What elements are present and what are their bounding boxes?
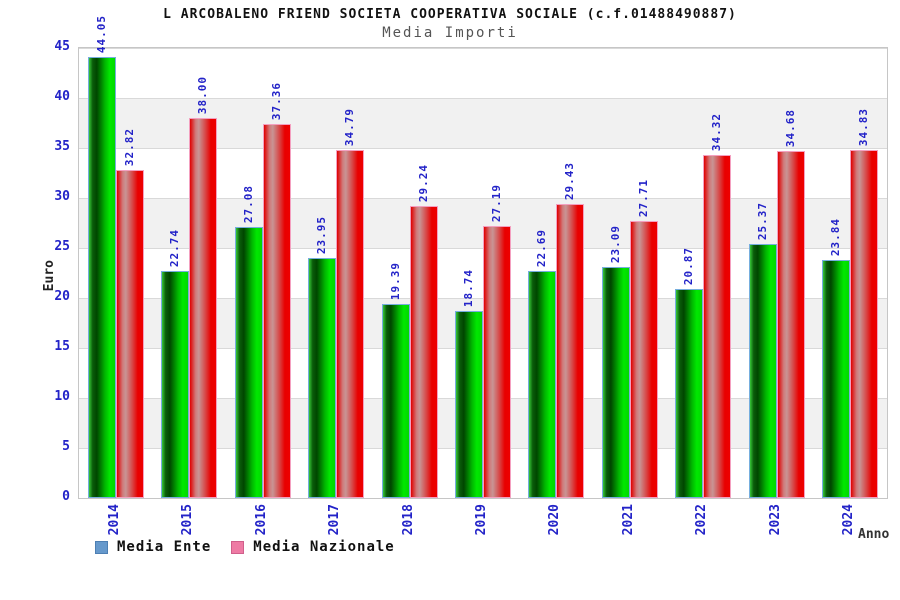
bar-media-nazionale-2024 xyxy=(850,150,879,498)
bar-media-nazionale-2015 xyxy=(189,118,218,498)
bar-media-nazionale-2021 xyxy=(629,221,658,498)
bar-value-label-media-nazionale-2014: 32.82 xyxy=(122,127,136,166)
bar-value-label-media-ente-2024: 23.84 xyxy=(829,217,843,256)
bar-value-label-media-nazionale-2017: 34.79 xyxy=(343,107,357,146)
bar-value-label-media-nazionale-2018: 29.24 xyxy=(416,163,430,202)
bar-value-label-media-ente-2016: 27.08 xyxy=(241,184,255,223)
legend-label-media-ente: Media Ente xyxy=(117,539,212,555)
y-tick-label-15: 15 xyxy=(54,339,70,354)
bar-media-nazionale-2022 xyxy=(703,155,732,498)
y-tick-label-45: 45 xyxy=(54,39,70,54)
bar-value-label-media-nazionale-2024: 34.83 xyxy=(857,107,871,146)
bar-value-label-media-ente-2022: 20.87 xyxy=(682,246,696,285)
bar-media-ente-2023 xyxy=(748,244,777,498)
bar-value-label-media-nazionale-2016: 37.36 xyxy=(269,81,283,120)
bar-value-label-media-ente-2017: 23.95 xyxy=(315,215,329,254)
legend-item-media-nazionale: Media Nazionale xyxy=(231,539,394,555)
bar-media-nazionale-2017 xyxy=(336,150,365,498)
legend-label-media-nazionale: Media Nazionale xyxy=(253,539,395,555)
x-tick-label-2021: 2021 xyxy=(620,504,636,536)
bar-value-label-media-nazionale-2023: 34.68 xyxy=(783,108,797,147)
x-axis-title: Anno xyxy=(858,527,890,542)
y-tick-label-40: 40 xyxy=(54,89,70,104)
bar-media-ente-2020 xyxy=(528,271,557,498)
bar-media-nazionale-2019 xyxy=(483,226,511,498)
y-tick-label-35: 35 xyxy=(54,139,70,154)
bar-value-label-media-ente-2018: 19.39 xyxy=(388,261,402,300)
bar-media-ente-2022 xyxy=(675,289,704,498)
x-tick-label-2017: 2017 xyxy=(327,504,343,536)
x-tick-label-2014: 2014 xyxy=(106,504,122,536)
bar-media-ente-2014 xyxy=(87,57,116,498)
bar-value-label-media-ente-2015: 22.74 xyxy=(168,228,182,267)
y-tick-label-10: 10 xyxy=(54,389,70,404)
bar-series-container: 44.05 32.82 22.74 38.00 27.08 37.36 23.95 34.79… xyxy=(79,15,887,498)
x-tick-label-2023: 2023 xyxy=(767,504,783,536)
legend-item-media-ente: Media Ente xyxy=(95,539,211,555)
bar-value-label-media-nazionale-2019: 27.19 xyxy=(490,183,503,222)
legend-swatch-media-nazionale xyxy=(231,540,245,554)
y-axis: 45 40 35 30 25 20 15 10 5 0 xyxy=(18,39,70,507)
x-tick-label-2015: 2015 xyxy=(180,504,196,536)
bar-value-label-media-ente-2014: 44.05 xyxy=(94,14,108,53)
bar-media-ente-2024 xyxy=(822,260,851,498)
bar-value-label-media-nazionale-2022: 34.32 xyxy=(710,112,724,151)
bar-media-ente-2019 xyxy=(455,311,483,498)
bar-media-ente-2015 xyxy=(161,271,190,498)
x-tick-label-2018: 2018 xyxy=(400,504,416,536)
x-tick-label-2022: 2022 xyxy=(694,504,710,536)
y-tick-label-0: 0 xyxy=(62,489,70,504)
bar-media-nazionale-2023 xyxy=(776,151,805,498)
legend: Media Ente Media Nazionale xyxy=(95,539,395,555)
bar-value-label-media-ente-2019: 18.74 xyxy=(462,268,475,307)
bar-media-nazionale-2020 xyxy=(556,204,585,498)
bar-media-ente-2017 xyxy=(308,258,337,498)
plot-area: 44.05 32.82 22.74 38.00 27.08 37.36 23.95 34.79… xyxy=(78,15,888,499)
y-tick-label-30: 30 xyxy=(54,189,70,204)
bar-media-ente-2016 xyxy=(234,227,263,498)
bar-media-nazionale-2016 xyxy=(262,124,291,498)
chart-subtitle: Media Importi xyxy=(382,25,518,41)
x-tick-label-2020: 2020 xyxy=(547,504,563,536)
y-tick-label-5: 5 xyxy=(62,439,70,454)
bar-value-label-media-ente-2020: 22.69 xyxy=(535,228,549,267)
bar-value-label-media-nazionale-2021: 27.71 xyxy=(636,178,650,217)
bar-media-ente-2021 xyxy=(601,267,630,498)
bar-media-nazionale-2014 xyxy=(115,170,144,498)
bar-value-label-media-nazionale-2015: 38.00 xyxy=(196,75,210,114)
bar-value-label-media-ente-2023: 25.37 xyxy=(755,201,769,240)
bar-media-nazionale-2018 xyxy=(409,206,438,498)
chart-title: L ARCOBALENO FRIEND SOCIETA COOPERATIVA … xyxy=(163,7,737,22)
legend-swatch-media-ente xyxy=(95,540,108,554)
bar-media-ente-2018 xyxy=(381,304,410,498)
x-tick-label-2019: 2019 xyxy=(474,504,489,536)
y-tick-label-20: 20 xyxy=(54,289,70,304)
x-tick-label-2024: 2024 xyxy=(841,504,857,536)
bar-value-label-media-ente-2021: 23.09 xyxy=(608,224,622,263)
y-tick-label-25: 25 xyxy=(54,239,70,254)
x-tick-label-2016: 2016 xyxy=(253,504,269,536)
bar-value-label-media-nazionale-2020: 29.43 xyxy=(563,161,577,200)
